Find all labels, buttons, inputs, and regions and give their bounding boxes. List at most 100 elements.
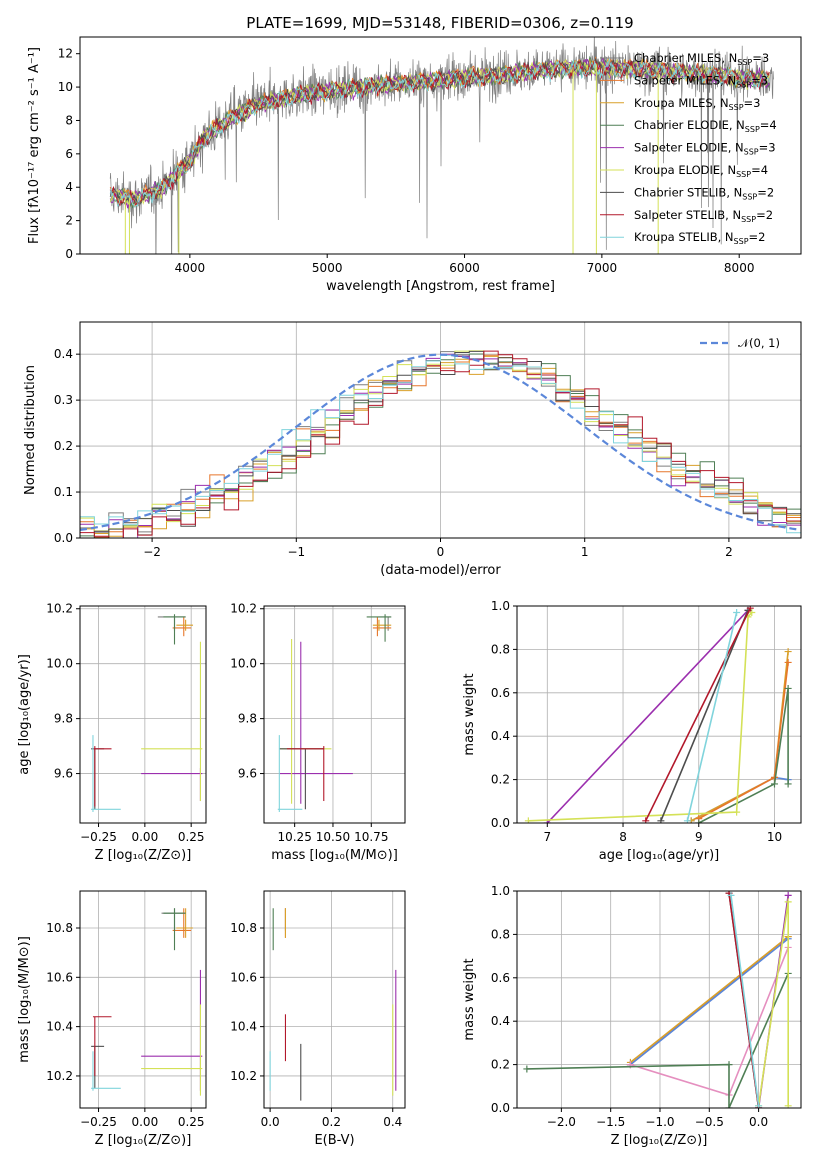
y-axis-label: mass weight xyxy=(462,673,477,755)
weight-line-normal xyxy=(629,938,789,1066)
x-tick-label: 5000 xyxy=(312,261,343,275)
y-tick-label: 10.2 xyxy=(230,1069,257,1083)
legend-name: Kroupa STELIB, N xyxy=(634,230,734,244)
x-tick-label: −1 xyxy=(287,545,305,559)
y-tick-label: 0.4 xyxy=(491,1014,510,1028)
x-axis-label: wavelength [Angstrom, rest frame] xyxy=(326,279,555,294)
y-tick-label: 10.2 xyxy=(46,602,73,616)
x-tick-label: 0.00 xyxy=(131,830,158,844)
y-tick-label: 12 xyxy=(58,47,73,61)
legend-subscript: SSP xyxy=(736,170,751,179)
x-tick-label: 8 xyxy=(619,830,627,844)
legend-subscript: SSP xyxy=(744,148,759,157)
legend-label-normal: 𝒩(0, 1) xyxy=(738,336,780,350)
legend-name: Chabrier ELODIE, N xyxy=(634,118,745,132)
weight-point-kS xyxy=(727,891,735,899)
spectrum-marks xyxy=(109,37,774,254)
axes-frame xyxy=(263,605,406,824)
legend-suffix: =3 xyxy=(751,73,768,87)
y-tick-label: 4 xyxy=(65,180,73,194)
legend-label-cE: Chabrier ELODIE, NSSP=4 xyxy=(634,118,777,134)
legend-name: Salpeter MILES, N xyxy=(634,73,736,87)
model-spectrum-sS xyxy=(109,60,770,207)
y-tick-label: 10.4 xyxy=(230,1020,257,1034)
y-tick-label: 10 xyxy=(58,80,73,94)
y-tick-label: 6 xyxy=(65,147,73,161)
weight-point-cE xyxy=(725,1061,733,1069)
weight_vs_age-axes: 7 8 9 10 0.0 0.2 0.4 0.6 0.8 1.0 age [log₁₀(age/yr… xyxy=(462,599,802,863)
legend-name: Kroupa ELODIE, N xyxy=(634,163,736,177)
weight-point-cE xyxy=(725,1104,733,1108)
weight-line-sS xyxy=(644,607,752,822)
y-tick-label: 0.3 xyxy=(54,393,73,407)
x-tick-label: 10 xyxy=(767,830,782,844)
y-axis-label: Flux [fλ10⁻¹⁷ erg cm⁻² s⁻¹ A⁻¹] xyxy=(27,47,42,244)
x-tick-label: 7 xyxy=(543,830,551,844)
legend-name: Kroupa MILES, N xyxy=(634,96,729,110)
x-tick-label: 1 xyxy=(581,545,589,559)
y-tick-label: 0 xyxy=(65,247,73,261)
weight-line-kE xyxy=(528,611,753,822)
y-axis-label: Normed distribution xyxy=(23,365,38,495)
y-tick-label: 10.4 xyxy=(46,1020,73,1034)
x-tick-label: 6000 xyxy=(449,261,480,275)
weight_vs_Z-marks xyxy=(523,891,792,1108)
x-axis-label: age [log₁₀(age/yr)] xyxy=(599,848,720,863)
weight-point-kE xyxy=(784,1102,792,1108)
age_vs_mass-panel: 10.25 10.50 10.75 9.6 9.8 10.0 10.2 mass [log₁₀… xyxy=(230,602,406,863)
axes-frame xyxy=(79,36,802,255)
y-tick-label: 10.6 xyxy=(46,970,73,984)
legend-suffix: =4 xyxy=(760,118,777,132)
residuals-panel: −2 −1 0 1 2 0.0 0.1 0.2 0.3 0.4 (data-model)/error… xyxy=(23,321,802,578)
x-tick-label: 4000 xyxy=(175,261,206,275)
y-tick-label: 9.6 xyxy=(54,767,73,781)
x-tick-label: 0.25 xyxy=(178,830,205,844)
x-axis-label: Z [log₁₀(Z/Z⊙)] xyxy=(95,1133,192,1148)
weight-point-kS xyxy=(755,1102,763,1108)
model-spectrum-kE xyxy=(109,58,770,205)
x-axis-label: mass [log₁₀(M/M⊙)] xyxy=(271,848,398,863)
legend-suffix: =3 xyxy=(759,141,776,155)
legend-label-sS: Salpeter STELIB, NSSP=2 xyxy=(634,208,773,224)
legend-subscript: SSP xyxy=(742,192,757,201)
y-tick-label: 10.2 xyxy=(230,602,257,616)
y-tick-label: 0.0 xyxy=(491,1101,510,1115)
legend-label-sE: Salpeter ELODIE, NSSP=3 xyxy=(634,141,776,157)
y-tick-label: 0.6 xyxy=(491,971,510,985)
weight-line-cE xyxy=(526,973,789,1108)
mass_vs_EBV-marks xyxy=(269,908,397,1101)
legend-label-kS: Kroupa STELIB, NSSP=2 xyxy=(634,230,765,246)
legend-subscript: SSP xyxy=(741,215,756,224)
y-tick-label: 0.1 xyxy=(54,485,73,499)
y-tick-label: 10.8 xyxy=(230,921,257,935)
x-tick-label: 0.2 xyxy=(322,1115,341,1129)
weight-point-kE xyxy=(524,817,532,823)
axes-frame xyxy=(516,890,802,1109)
x-tick-label: −2 xyxy=(143,545,161,559)
x-tick-label: 0.4 xyxy=(383,1115,402,1129)
weight-point-cE xyxy=(784,684,792,692)
legend-name: Chabrier MILES, N xyxy=(634,51,737,65)
legend-subscript: SSP xyxy=(729,103,744,112)
age_vs_mass-axes: 10.25 10.50 10.75 9.6 9.8 10.0 10.2 mass [log₁₀… xyxy=(230,602,406,863)
residual-legend: 𝒩(0, 1) xyxy=(700,336,780,350)
legend-suffix: =3 xyxy=(744,96,761,110)
mass_vs_EBV-axes: 0.0 0.2 0.4 10.2 10.4 10.6 10.8 E(B-V) xyxy=(230,890,406,1148)
y-tick-label: 0.2 xyxy=(54,439,73,453)
legend-label-cM: Chabrier MILES, NSSP=3 xyxy=(634,51,769,67)
x-tick-label: −2.0 xyxy=(547,1115,576,1129)
x-tick-label: 10.50 xyxy=(316,830,350,844)
legend-name: Salpeter ELODIE, N xyxy=(634,141,744,155)
spectrum-panel: 4000 5000 6000 7000 8000 0 2 4 6 8 10 12 wavelength … xyxy=(27,36,802,294)
x-tick-label: 2 xyxy=(725,545,733,559)
weight-line-kM xyxy=(629,935,789,1064)
x-axis-label: Z [log₁₀(Z/Z⊙)] xyxy=(611,1133,708,1148)
axes-frame xyxy=(79,605,207,824)
y-tick-label: 0.2 xyxy=(491,1058,510,1072)
x-tick-label: 8000 xyxy=(724,261,755,275)
legend-label-kM: Kroupa MILES, NSSP=3 xyxy=(634,96,760,112)
x-tick-label: 7000 xyxy=(587,261,618,275)
residuals-marks xyxy=(80,350,801,538)
legend-name: Chabrier STELIB, N xyxy=(634,185,742,199)
